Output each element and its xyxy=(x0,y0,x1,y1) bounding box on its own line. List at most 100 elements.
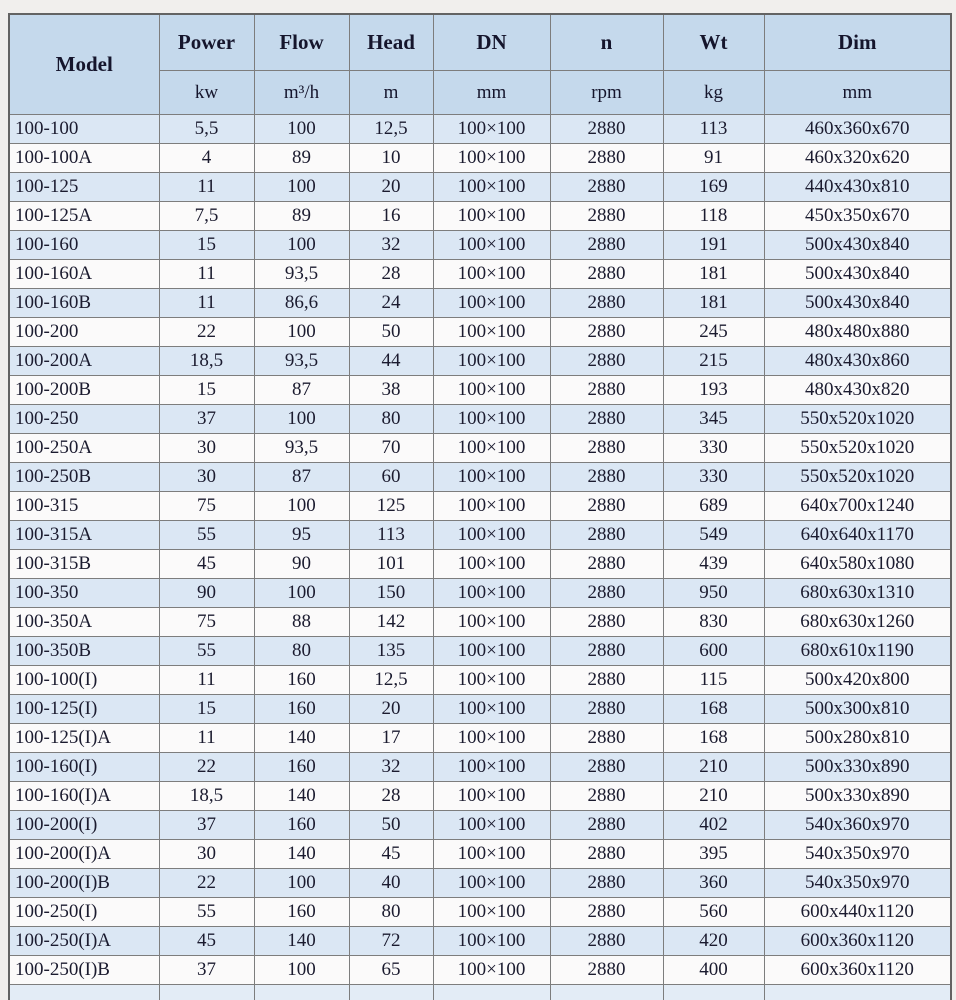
value-cell: 80 xyxy=(348,897,434,927)
value-cell: 93,5 xyxy=(253,433,350,463)
model-cell: 100-160A xyxy=(8,259,160,289)
value-cell: 75 xyxy=(158,607,255,637)
value-cell: 55 xyxy=(158,520,255,550)
unit-wt: kg xyxy=(662,70,765,115)
value-cell: 100×100 xyxy=(432,839,551,869)
value-cell: 16 xyxy=(348,201,434,231)
value-cell: 2880 xyxy=(549,549,664,579)
value-cell: 140 xyxy=(253,926,350,956)
value-cell: 193 xyxy=(662,375,765,405)
value-cell: 93,5 xyxy=(253,259,350,289)
value-cell: 28 xyxy=(348,259,434,289)
value-cell: 2880 xyxy=(549,926,664,956)
value-cell: 100×100 xyxy=(432,868,551,898)
value-cell: 600x440x1120 xyxy=(763,897,952,927)
table-body: 100-100 5,5 100 12,5 100×100 2880 113 460x360x6… xyxy=(8,114,952,1000)
model-cell: 100-200A xyxy=(8,346,160,376)
value-cell: 100 xyxy=(253,317,350,347)
unit-dim: mm xyxy=(763,70,952,115)
value-cell: 32 xyxy=(348,230,434,260)
value-cell: 72 xyxy=(348,926,434,956)
value-cell: 100×100 xyxy=(432,230,551,260)
empty-cell xyxy=(432,984,551,1000)
model-cell: 100-200(I)B xyxy=(8,868,160,898)
value-cell: 500x420x800 xyxy=(763,665,952,695)
value-cell: 560 xyxy=(662,897,765,927)
value-cell: 689 xyxy=(662,491,765,521)
table-row: 100-125(I) 15 160 20 100×100 2880 168 500x300x8… xyxy=(8,694,952,724)
value-cell: 550x520x1020 xyxy=(763,462,952,492)
value-cell: 160 xyxy=(253,752,350,782)
value-cell: 140 xyxy=(253,723,350,753)
value-cell: 55 xyxy=(158,897,255,927)
value-cell: 100×100 xyxy=(432,172,551,202)
value-cell: 2880 xyxy=(549,955,664,985)
column-header-dim: Dim xyxy=(763,13,952,71)
value-cell: 2880 xyxy=(549,114,664,144)
value-cell: 360 xyxy=(662,868,765,898)
value-cell: 2880 xyxy=(549,723,664,753)
value-cell: 2880 xyxy=(549,491,664,521)
model-cell: 100-125(I)A xyxy=(8,723,160,753)
value-cell: 40 xyxy=(348,868,434,898)
value-cell: 15 xyxy=(158,375,255,405)
value-cell: 150 xyxy=(348,578,434,608)
table-row: 100-250(I)B 37 100 65 100×100 2880 400 600x360x… xyxy=(8,955,952,985)
model-cell: 100-250(I) xyxy=(8,897,160,927)
value-cell: 2880 xyxy=(549,694,664,724)
value-cell: 680x610x1190 xyxy=(763,636,952,666)
value-cell: 550x520x1020 xyxy=(763,433,952,463)
value-cell: 100×100 xyxy=(432,897,551,927)
value-cell: 100 xyxy=(253,578,350,608)
value-cell: 135 xyxy=(348,636,434,666)
value-cell: 402 xyxy=(662,810,765,840)
table-row: 100-160A 11 93,5 28 100×100 2880 181 500x430x84… xyxy=(8,259,952,289)
value-cell: 22 xyxy=(158,868,255,898)
model-cell: 100-160 xyxy=(8,230,160,260)
value-cell: 2880 xyxy=(549,346,664,376)
value-cell: 22 xyxy=(158,752,255,782)
value-cell: 2880 xyxy=(549,230,664,260)
value-cell: 640x580x1080 xyxy=(763,549,952,579)
value-cell: 30 xyxy=(158,433,255,463)
empty-cell xyxy=(158,984,255,1000)
table-row: 100-200(I)A 30 140 45 100×100 2880 395 540x350x… xyxy=(8,839,952,869)
value-cell: 640x640x1170 xyxy=(763,520,952,550)
model-cell: 100-160B xyxy=(8,288,160,318)
value-cell: 500x430x840 xyxy=(763,230,952,260)
value-cell: 2880 xyxy=(549,839,664,869)
value-cell: 45 xyxy=(158,926,255,956)
value-cell: 2880 xyxy=(549,172,664,202)
value-cell: 115 xyxy=(662,665,765,695)
value-cell: 2880 xyxy=(549,259,664,289)
value-cell: 88 xyxy=(253,607,350,637)
empty-cell xyxy=(549,984,664,1000)
table-row: 100-350B 55 80 135 100×100 2880 600 680x610x119… xyxy=(8,636,952,666)
value-cell: 215 xyxy=(662,346,765,376)
model-cell: 100-160(I) xyxy=(8,752,160,782)
table-row: 100-100(I) 11 160 12,5 100×100 2880 115 500x420… xyxy=(8,665,952,695)
value-cell: 100×100 xyxy=(432,462,551,492)
value-cell: 2880 xyxy=(549,665,664,695)
header-unit-row: kw m³/h m mm rpm kg mm xyxy=(9,70,952,115)
model-cell: 100-160(I)A xyxy=(8,781,160,811)
value-cell: 113 xyxy=(662,114,765,144)
value-cell: 2880 xyxy=(549,143,664,173)
value-cell: 439 xyxy=(662,549,765,579)
table-row: 100-100A 4 89 10 100×100 2880 91 460x320x620 xyxy=(8,143,952,173)
value-cell: 440x430x810 xyxy=(763,172,952,202)
value-cell: 460x320x620 xyxy=(763,143,952,173)
value-cell: 500x430x840 xyxy=(763,288,952,318)
value-cell: 480x430x820 xyxy=(763,375,952,405)
partial-row xyxy=(8,984,952,1000)
table-row: 100-350 90 100 150 100×100 2880 950 680x630x131… xyxy=(8,578,952,608)
value-cell: 191 xyxy=(662,230,765,260)
value-cell: 2880 xyxy=(549,520,664,550)
value-cell: 2880 xyxy=(549,578,664,608)
value-cell: 480x480x880 xyxy=(763,317,952,347)
value-cell: 37 xyxy=(158,810,255,840)
value-cell: 75 xyxy=(158,491,255,521)
value-cell: 100×100 xyxy=(432,346,551,376)
value-cell: 91 xyxy=(662,143,765,173)
